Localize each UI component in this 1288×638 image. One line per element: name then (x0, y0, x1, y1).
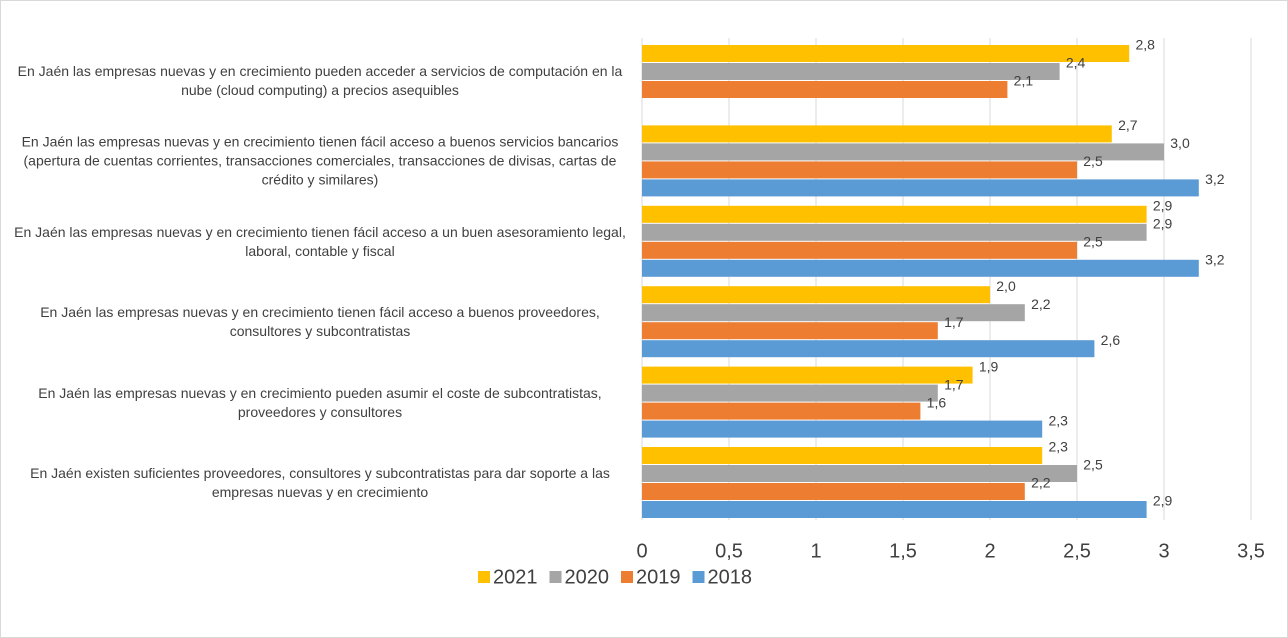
bar (642, 241, 1077, 259)
data-label: 2,2 (1031, 475, 1051, 491)
data-label: 3,2 (1205, 252, 1225, 268)
x-tick-label: 3,5 (1237, 540, 1265, 562)
data-label: 3,0 (1170, 135, 1190, 151)
category-label: En Jaén las empresas nuevas y en crecimi… (14, 223, 626, 259)
bar (642, 420, 1043, 438)
bar (642, 143, 1164, 161)
data-label: 2,8 (1135, 37, 1155, 53)
bar (642, 501, 1147, 518)
data-label: 2,2 (1031, 296, 1051, 312)
category-label: En Jaén las empresas nuevas y en crecimi… (17, 63, 623, 98)
data-label: 1,9 (979, 358, 999, 374)
bar (642, 465, 1077, 482)
legend-swatch (692, 571, 705, 583)
x-tick-label: 3 (1158, 540, 1169, 562)
legend-swatch (621, 571, 633, 583)
bar (642, 125, 1112, 143)
bar (642, 384, 938, 402)
legend-label: 2020 (565, 566, 610, 588)
category-label: En Jaén existen suficientes proveedores,… (30, 465, 610, 500)
data-label: 2,7 (1118, 117, 1138, 133)
data-label: 2,9 (1153, 493, 1173, 509)
data-label: 2,6 (1101, 332, 1121, 348)
bar (642, 340, 1095, 358)
bar (642, 63, 1060, 80)
data-label: 2,3 (1048, 439, 1068, 455)
bar (642, 402, 921, 420)
x-tick-label: 2 (984, 540, 995, 562)
data-label: 2,0 (996, 278, 1016, 294)
data-label: 1,6 (927, 394, 947, 410)
bar (642, 205, 1147, 223)
bar (642, 286, 990, 304)
data-label: 2,9 (1153, 198, 1173, 214)
data-label: 2,3 (1048, 412, 1068, 428)
data-label: 3,2 (1205, 171, 1225, 187)
bar (642, 81, 1008, 98)
bar (642, 483, 1025, 500)
bar (642, 304, 1025, 322)
data-label: 2,5 (1083, 234, 1103, 250)
data-label: 2,5 (1083, 153, 1103, 169)
x-tick-label: 0 (636, 540, 647, 562)
bar (642, 259, 1199, 277)
bar (642, 447, 1043, 464)
bar (642, 45, 1130, 62)
data-label: 2,9 (1153, 216, 1173, 232)
x-tick-label: 1 (810, 540, 821, 562)
x-tick-label: 0,5 (715, 540, 743, 562)
category-label: En Jaén las empresas nuevas y en crecimi… (40, 304, 600, 340)
legend-label: 2021 (493, 566, 538, 588)
legend-swatch (478, 571, 490, 583)
data-label: 1,7 (944, 376, 964, 392)
legend-swatch (549, 571, 562, 583)
category-label: En Jaén las empresas nuevas y en crecimi… (21, 133, 619, 188)
bar (642, 366, 973, 384)
legend-label: 2019 (636, 566, 681, 588)
x-tick-label: 1,5 (889, 540, 917, 562)
data-label: 2,5 (1083, 457, 1103, 473)
bar (642, 322, 938, 340)
bar (642, 161, 1077, 179)
bar (642, 179, 1199, 197)
bar (642, 223, 1147, 241)
data-label: 2,1 (1014, 73, 1034, 89)
category-label: En Jaén las empresas nuevas y en crecimi… (38, 384, 602, 420)
x-tick-label: 2,5 (1063, 540, 1091, 562)
legend-label: 2018 (708, 566, 753, 588)
data-label: 1,7 (944, 314, 964, 330)
data-label: 2,4 (1066, 55, 1086, 71)
